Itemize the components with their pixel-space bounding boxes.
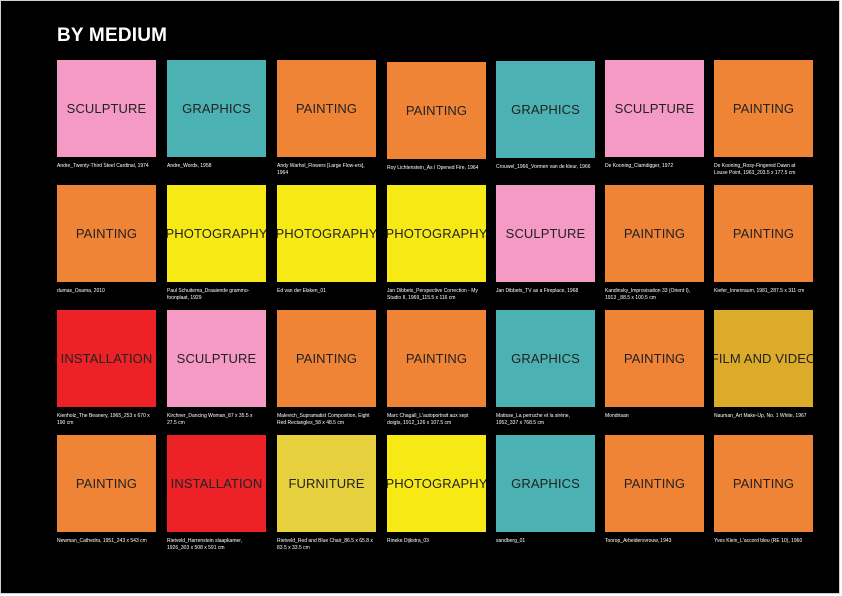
medium-tile: PAINTING — [57, 185, 156, 282]
artwork-card: PHOTOGRAPHY Jan Dibbets_Perspective Corre… — [387, 185, 486, 302]
medium-tile: FILM AND VIDEO — [714, 310, 813, 407]
artwork-caption: Mondriaan — [605, 413, 629, 419]
artwork-card: GRAPHICS Crouwel_1966_Vormen van de kleur… — [496, 61, 595, 171]
medium-tile: PAINTING — [605, 185, 704, 282]
medium-tile: FURNITURE — [277, 435, 376, 532]
artwork-card: SCULPTURE Andre_Twenty-Third Steel Cardin… — [57, 60, 156, 170]
artwork-card: PAINTING Marc Chagall_L'autoportrait aux … — [387, 310, 486, 427]
artwork-caption: Yves Klein_L'accord bleu (RE 10), 1960 — [714, 538, 803, 544]
artwork-caption: sandberg_01 — [496, 538, 526, 544]
artwork-caption: Rineke Dijkstra_03 — [387, 538, 429, 544]
artwork-card: PHOTOGRAPHY Paul Schuitema_Draaiende gram… — [167, 185, 266, 302]
artwork-card: PHOTOGRAPHY Ed van der Elsken_01 — [277, 185, 376, 295]
artwork-caption: Andre_Words, 1958 — [167, 163, 212, 169]
medium-tile: PAINTING — [57, 435, 156, 532]
artwork-card: GRAPHICS sandberg_01 — [496, 435, 595, 545]
artwork-card: INSTALLATION Rietveld_Harrenstein slaapka… — [167, 435, 266, 552]
medium-tile: PAINTING — [605, 435, 704, 532]
medium-tile: PHOTOGRAPHY — [387, 435, 486, 532]
artwork-card: FILM AND VIDEO Nauman_Art Make-Up, No. 1 … — [714, 310, 813, 420]
artwork-caption: Jan Dibbets_Perspective Correction - My … — [387, 288, 478, 301]
artwork-caption: Paul Schuitema_Draaiende grammo-foonplaa… — [167, 288, 250, 301]
medium-tile: PAINTING — [387, 62, 486, 159]
artwork-caption: Ed van der Elsken_01 — [277, 288, 326, 294]
artwork-caption: Kirchner_Dancing Woman_87 x 35.5 x 27.5 … — [167, 413, 253, 426]
medium-tile: GRAPHICS — [496, 435, 595, 532]
grid-row: SCULPTURE Andre_Twenty-Third Steel Cardin… — [57, 60, 814, 185]
artwork-card: GRAPHICS Andre_Words, 1958 — [167, 60, 266, 170]
artwork-caption: Roy Lichtenstein_As I Opened Fire, 1964 — [387, 165, 479, 171]
artwork-card: PAINTING Yves Klein_L'accord bleu (RE 10)… — [714, 435, 813, 545]
medium-tile: PAINTING — [714, 60, 813, 157]
artwork-caption: Kiefer_Innenraum, 1981_287.5 x 311 cm — [714, 288, 805, 294]
medium-tile: PAINTING — [605, 310, 704, 407]
artwork-caption: Crouwel_1966_Vormen van de kleur, 1966 — [496, 164, 591, 170]
artwork-card: PAINTING Mondriaan — [605, 310, 704, 420]
artwork-card: PAINTING Roy Lichtenstein_As I Opened Fir… — [387, 62, 486, 172]
medium-tile: SCULPTURE — [496, 185, 595, 282]
medium-grid: SCULPTURE Andre_Twenty-Third Steel Cardin… — [57, 60, 814, 560]
artwork-card: SCULPTURE Kirchner_Dancing Woman_87 x 35.… — [167, 310, 266, 427]
medium-tile: SCULPTURE — [167, 310, 266, 407]
artwork-caption: Newman_Cathedra, 1951_243 x 543 cm — [57, 538, 147, 544]
artwork-caption: Andre_Twenty-Third Steel Cardinal, 1974 — [57, 163, 149, 169]
artwork-card: FURNITURE Rietveld_Red and Blue Chair_86.… — [277, 435, 376, 552]
medium-tile: GRAPHICS — [496, 61, 595, 158]
artwork-caption: Kandinsky_Improvisation 33 (Orient I), 1… — [605, 288, 691, 301]
artwork-card: PAINTING Kiefer_Innenraum, 1981_287.5 x 3… — [714, 185, 813, 295]
medium-tile: PHOTOGRAPHY — [167, 185, 266, 282]
artwork-caption: De Kooning_Clamdigger, 1972 — [605, 163, 674, 169]
medium-tile: GRAPHICS — [167, 60, 266, 157]
artwork-card: PAINTING dumas_Osama, 2010 — [57, 185, 156, 295]
artwork-caption: De Kooning_Rosy-Fingered Dawn at Louse P… — [714, 163, 796, 176]
medium-tile: PAINTING — [387, 310, 486, 407]
medium-tile: PHOTOGRAPHY — [387, 185, 486, 282]
artwork-caption: Marc Chagall_L'autoportrait aux sept doi… — [387, 413, 469, 426]
artwork-caption: Toorop_Arbeidersvrouw, 1943 — [605, 538, 672, 544]
medium-tile: GRAPHICS — [496, 310, 595, 407]
medium-tile: PAINTING — [714, 185, 813, 282]
artwork-caption: Nauman_Art Make-Up, No. 1 White, 1967 — [714, 413, 807, 419]
artwork-caption: dumas_Osama, 2010 — [57, 288, 105, 294]
artwork-card: PAINTING Kandinsky_Improvisation 33 (Orie… — [605, 185, 704, 302]
artwork-card: PHOTOGRAPHY Rineke Dijkstra_03 — [387, 435, 486, 545]
medium-tile: SCULPTURE — [605, 60, 704, 157]
grid-row: PAINTING Newman_Cathedra, 1951_243 x 543 … — [57, 435, 814, 560]
grid-row: PAINTING dumas_Osama, 2010 PHOTOGRAPHY Paul… — [57, 185, 814, 310]
artwork-caption: Rietveld_Harrenstein slaapkamer, 1926_30… — [167, 538, 243, 551]
artwork-card: GRAPHICS Matisse_La perruche et la sirène… — [496, 310, 595, 427]
medium-tile: PAINTING — [714, 435, 813, 532]
artwork-caption: Rietveld_Red and Blue Chair_86.5 x 65.8 … — [277, 538, 373, 551]
artwork-card: INSTALLATION Kienholz_The Beanery, 1965_2… — [57, 310, 156, 427]
medium-tile: SCULPTURE — [57, 60, 156, 157]
artwork-caption: Jan Dibbets_TV as a Fireplace, 1968 — [496, 288, 579, 294]
grid-row: INSTALLATION Kienholz_The Beanery, 1965_2… — [57, 310, 814, 435]
artwork-caption: Matisse_La perruche et la sirène, 1952_3… — [496, 413, 570, 426]
medium-tile: INSTALLATION — [57, 310, 156, 407]
medium-tile: PAINTING — [277, 60, 376, 157]
medium-tile: PHOTOGRAPHY — [277, 185, 376, 282]
artwork-caption: Kienholz_The Beanery, 1965_253 x 670 x 1… — [57, 413, 150, 426]
artwork-caption: Andy Warhol_Flowers [Large Flow-ers], 19… — [277, 163, 365, 176]
artwork-card: PAINTING De Kooning_Rosy-Fingered Dawn at… — [714, 60, 813, 177]
page-title: BY MEDIUM — [57, 25, 168, 46]
medium-tile: INSTALLATION — [167, 435, 266, 532]
medium-tile: PAINTING — [277, 310, 376, 407]
artwork-card: PAINTING Newman_Cathedra, 1951_243 x 543 … — [57, 435, 156, 545]
artwork-card: SCULPTURE Jan Dibbets_TV as a Fireplace, … — [496, 185, 595, 295]
artwork-caption: Malevich_Supramatist Composition, Eight … — [277, 413, 370, 426]
artwork-card: PAINTING Toorop_Arbeidersvrouw, 1943 — [605, 435, 704, 545]
artwork-card: PAINTING Malevich_Supramatist Composition… — [277, 310, 376, 427]
artwork-card: SCULPTURE De Kooning_Clamdigger, 1972 — [605, 60, 704, 170]
artwork-card: PAINTING Andy Warhol_Flowers [Large Flow-… — [277, 60, 376, 177]
